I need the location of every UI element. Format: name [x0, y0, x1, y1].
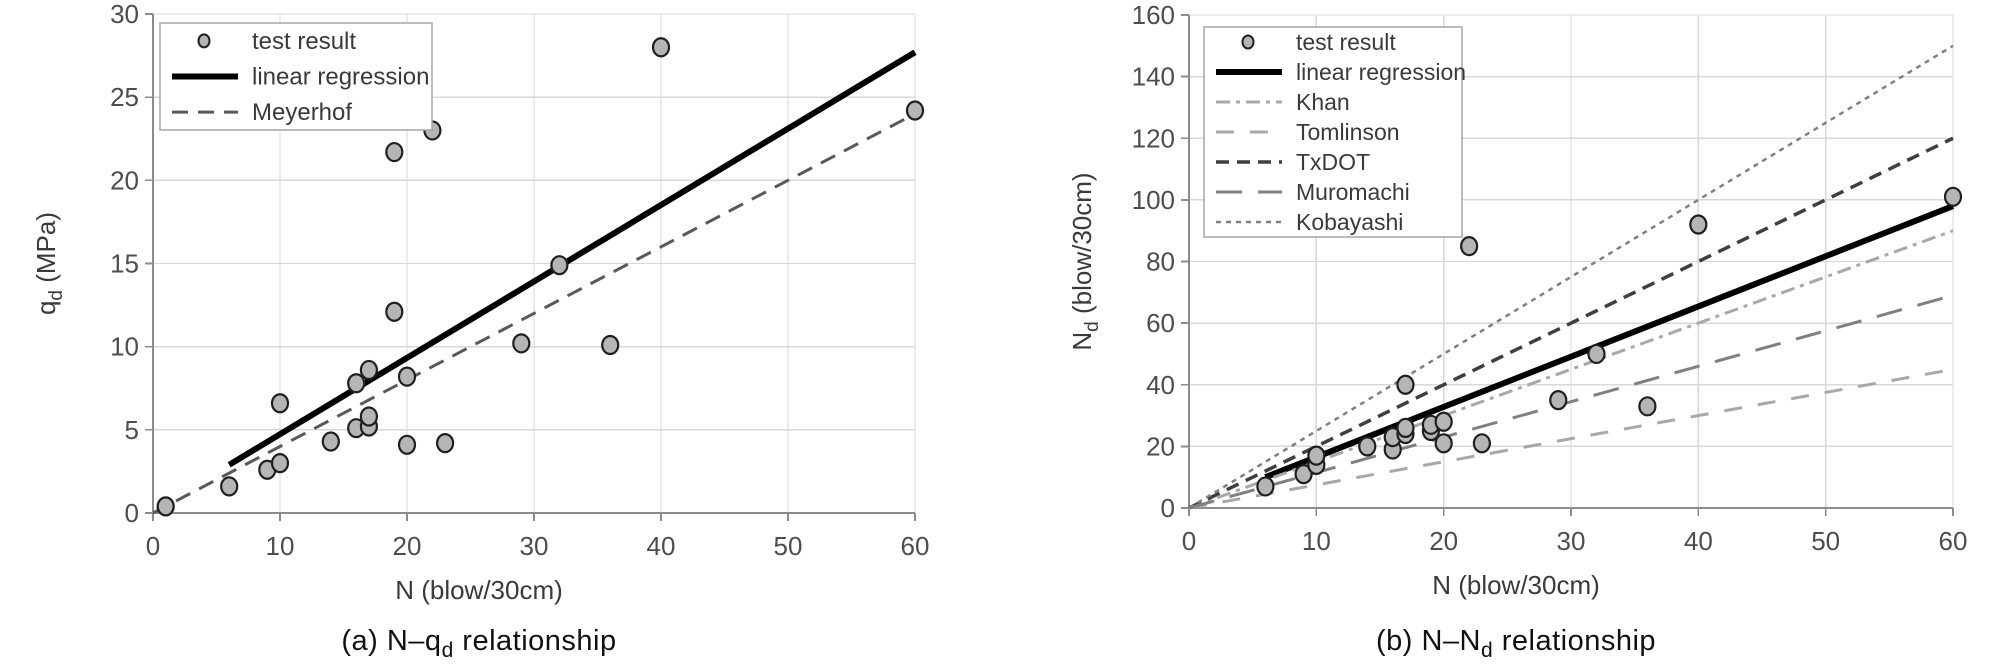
chart-caption: (a) N–qd relationship — [341, 625, 616, 662]
data-point — [1358, 436, 1377, 457]
data-point — [359, 406, 378, 427]
data-point — [1460, 235, 1479, 257]
x-axis-title: N (blow/30cm) — [1432, 570, 1600, 600]
line-linear-regression — [227, 49, 917, 468]
data-point — [270, 453, 290, 474]
data-point — [601, 334, 620, 356]
line-meyerhof — [152, 112, 916, 515]
data-point — [1943, 186, 1963, 207]
x-tick-label: 60 — [1939, 526, 1968, 556]
data-point — [1549, 390, 1568, 411]
line-linear-regression — [1264, 203, 1955, 480]
legend-label: test result — [1296, 29, 1396, 55]
data-point — [1396, 417, 1415, 438]
data-point — [321, 431, 340, 452]
chart-caption: (b) N–Nd relationship — [1376, 625, 1656, 662]
y-tick-label: 0 — [1161, 493, 1175, 523]
data-point — [1689, 214, 1708, 235]
y-tick-label: 0 — [125, 498, 139, 528]
data-point — [436, 433, 455, 454]
data-point — [1638, 396, 1657, 417]
x-tick-label: 40 — [647, 531, 676, 561]
data-point — [1587, 343, 1606, 365]
x-tick-label: 30 — [1557, 526, 1586, 556]
data-point — [270, 393, 290, 414]
chart-b-svg: 0 10 20 30 40 50 60 0 20 40 60 80 100 120 140 160 N (blo… — [1067, 0, 1968, 662]
line-tomlinson — [1188, 367, 1954, 510]
data-point — [512, 333, 531, 354]
legend-marker-sample — [197, 33, 211, 49]
data-point — [156, 496, 175, 517]
y-axis-title: qd (MPa) — [31, 212, 67, 315]
line-txdot — [1188, 136, 1954, 510]
chart-a-container: 0 10 20 30 40 50 60 0 5 10 15 20 25 30 N (blow/30cm) qd… — [0, 0, 935, 671]
data-point — [1396, 374, 1415, 395]
y-tick-label: 5 — [125, 415, 139, 445]
x-tick-label: 20 — [1429, 526, 1458, 556]
data-point — [651, 37, 671, 58]
data-point — [1472, 433, 1491, 454]
x-tick-label: 60 — [901, 531, 930, 561]
y-tick-label: 60 — [1146, 308, 1175, 338]
x-tick-label: 0 — [146, 531, 160, 561]
x-tick-label: 20 — [393, 531, 422, 561]
y-tick-label: 10 — [110, 332, 139, 362]
legend-label: Kobayashi — [1296, 209, 1403, 235]
data-point — [1256, 476, 1275, 497]
data-point — [397, 434, 417, 455]
y-tick-label: 25 — [110, 82, 139, 112]
legend-label: test result — [252, 28, 356, 55]
x-tick-label: 40 — [1684, 526, 1713, 556]
chart-b-container: 0 10 20 30 40 50 60 0 20 40 60 80 100 120 140 160 N (blo… — [935, 0, 2008, 671]
x-tick-label: 50 — [774, 531, 803, 561]
y-tick-label: 20 — [1146, 431, 1175, 461]
y-tick-label: 120 — [1132, 123, 1175, 153]
legend-label: linear regression — [1296, 59, 1466, 85]
legend-box — [1203, 26, 1463, 238]
x-tick-label: 30 — [520, 531, 549, 561]
legend-label: Tomlinson — [1296, 119, 1400, 145]
y-tick-label: 15 — [110, 249, 139, 279]
y-tick-label: 30 — [110, 0, 139, 29]
data-point — [1434, 411, 1453, 432]
y-axis-title: Nd (blow/30cm) — [1067, 172, 1103, 350]
data-point — [1294, 464, 1313, 485]
data-point — [550, 255, 569, 276]
x-axis-title: N (blow/30cm) — [395, 575, 563, 605]
data-point — [220, 476, 239, 497]
data-point — [1434, 433, 1453, 454]
y-tick-label: 80 — [1146, 247, 1175, 277]
y-tick-label: 100 — [1132, 185, 1175, 215]
line-kobayashi — [1188, 44, 1954, 510]
data-point — [385, 141, 404, 163]
chart-a-svg: 0 10 20 30 40 50 60 0 5 10 15 20 25 30 N (blow/30cm) qd… — [31, 0, 930, 662]
legend-label: Muromachi — [1296, 179, 1410, 205]
data-point — [905, 100, 925, 121]
x-tick-label: 50 — [1811, 526, 1840, 556]
legend-marker-sample — [1241, 34, 1255, 50]
legend-label: Khan — [1296, 89, 1350, 115]
data-point — [1307, 445, 1326, 466]
data-point — [359, 359, 378, 381]
x-tick-label: 10 — [266, 531, 295, 561]
legend-label: linear regression — [252, 64, 429, 91]
data-point — [385, 301, 404, 322]
y-tick-label: 20 — [110, 165, 139, 195]
data-point — [397, 366, 417, 387]
y-tick-label: 40 — [1146, 370, 1175, 400]
x-tick-label: 0 — [1182, 526, 1196, 556]
legend-label: TxDOT — [1296, 149, 1370, 175]
y-tick-label: 160 — [1132, 0, 1175, 30]
data-point — [347, 373, 366, 394]
y-tick-label: 140 — [1132, 62, 1175, 92]
legend-label: Meyerhof — [252, 99, 352, 126]
x-tick-label: 10 — [1302, 526, 1331, 556]
